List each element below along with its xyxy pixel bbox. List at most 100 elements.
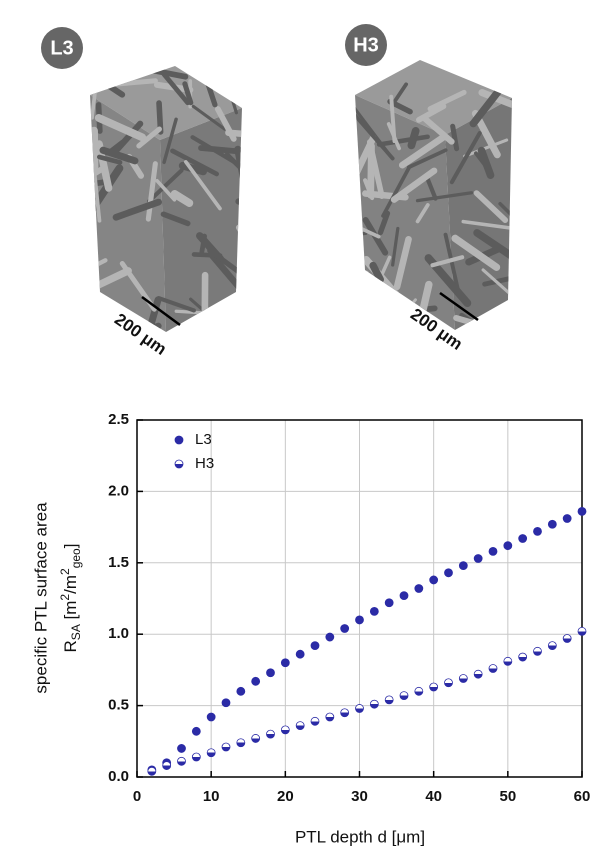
x-tick-label: 50 bbox=[499, 788, 516, 805]
fiber bbox=[112, 120, 144, 155]
fiber bbox=[461, 219, 512, 231]
fiber bbox=[507, 302, 512, 323]
fiber bbox=[430, 255, 465, 268]
fiber bbox=[182, 81, 194, 106]
y-tick-label: 2.0 bbox=[108, 482, 129, 499]
fiber bbox=[364, 297, 393, 322]
point bbox=[236, 738, 246, 748]
fiber bbox=[509, 103, 512, 113]
fiber bbox=[355, 231, 368, 240]
fiber bbox=[415, 191, 474, 203]
point bbox=[325, 632, 335, 642]
legend-marker bbox=[174, 459, 184, 469]
point bbox=[369, 606, 379, 616]
fiber bbox=[486, 320, 502, 330]
fiber bbox=[90, 164, 108, 196]
fiber bbox=[90, 179, 108, 189]
fiber bbox=[191, 104, 227, 131]
fiber bbox=[498, 201, 512, 232]
point bbox=[340, 624, 350, 633]
point bbox=[488, 546, 498, 556]
fiber bbox=[147, 168, 184, 204]
fiber bbox=[449, 131, 482, 185]
point bbox=[236, 686, 246, 696]
point bbox=[458, 674, 468, 683]
fiber bbox=[90, 274, 100, 324]
point bbox=[325, 712, 335, 722]
fiber bbox=[113, 78, 158, 87]
fiber bbox=[391, 82, 408, 106]
fiber bbox=[427, 89, 467, 112]
point bbox=[177, 756, 186, 766]
fiber bbox=[90, 264, 98, 320]
point bbox=[518, 534, 528, 543]
fiber bbox=[502, 60, 512, 84]
x-tick-label: 20 bbox=[277, 788, 294, 805]
fiber bbox=[393, 235, 412, 291]
point bbox=[429, 575, 439, 585]
fiber bbox=[473, 190, 509, 223]
fiber bbox=[155, 178, 177, 202]
y-unit-part: SA bbox=[69, 624, 83, 640]
point bbox=[162, 761, 172, 770]
fiber bbox=[170, 148, 219, 177]
point bbox=[147, 766, 157, 776]
point bbox=[206, 748, 216, 758]
point bbox=[221, 742, 231, 752]
y-tick-label: 0.5 bbox=[108, 697, 129, 714]
point bbox=[503, 656, 513, 666]
fiber bbox=[160, 211, 191, 227]
y-axis-unit: RSA [m2/m2geo] bbox=[58, 544, 83, 653]
plot-frame bbox=[136, 419, 583, 778]
point bbox=[429, 682, 439, 692]
fiber bbox=[451, 234, 501, 271]
fiber bbox=[355, 270, 369, 284]
fiber bbox=[224, 152, 242, 176]
x-axis-label: PTL depth d [μm] bbox=[295, 827, 425, 846]
point bbox=[473, 554, 483, 563]
fiber bbox=[224, 318, 242, 332]
badge-label: L3 bbox=[50, 37, 73, 59]
point bbox=[533, 526, 542, 536]
fiber bbox=[145, 161, 158, 222]
badge-label: H3 bbox=[353, 34, 379, 56]
y-unit-part: ] bbox=[61, 544, 80, 549]
point bbox=[266, 668, 275, 678]
point bbox=[369, 699, 379, 709]
point bbox=[191, 726, 201, 736]
legend-label: L3 bbox=[195, 431, 212, 448]
fiber bbox=[174, 309, 207, 315]
y-unit-part: 2 bbox=[58, 594, 72, 601]
badge bbox=[41, 27, 83, 69]
point bbox=[414, 584, 424, 593]
fiber bbox=[415, 103, 447, 123]
point bbox=[266, 729, 275, 739]
point bbox=[518, 652, 528, 662]
point bbox=[444, 678, 453, 688]
fiber bbox=[85, 194, 87, 209]
point bbox=[547, 641, 557, 651]
fiber bbox=[389, 94, 397, 144]
point bbox=[251, 734, 261, 743]
point bbox=[473, 669, 483, 679]
fiber bbox=[391, 226, 400, 267]
point bbox=[295, 649, 305, 659]
y-unit-part: /m bbox=[61, 575, 80, 594]
point bbox=[562, 514, 572, 523]
fiber bbox=[162, 117, 178, 165]
fiber bbox=[136, 126, 162, 149]
fiber bbox=[355, 112, 395, 161]
point bbox=[444, 568, 453, 578]
legend-label: H3 bbox=[195, 455, 214, 472]
point bbox=[355, 615, 364, 625]
fiber bbox=[198, 145, 242, 155]
y-unit-part: 2 bbox=[58, 568, 72, 575]
point bbox=[577, 506, 587, 516]
point bbox=[280, 658, 290, 668]
scale-bar bbox=[439, 291, 479, 322]
point bbox=[577, 626, 587, 636]
fiber bbox=[481, 268, 512, 297]
fiber bbox=[235, 224, 242, 257]
point bbox=[221, 698, 231, 708]
